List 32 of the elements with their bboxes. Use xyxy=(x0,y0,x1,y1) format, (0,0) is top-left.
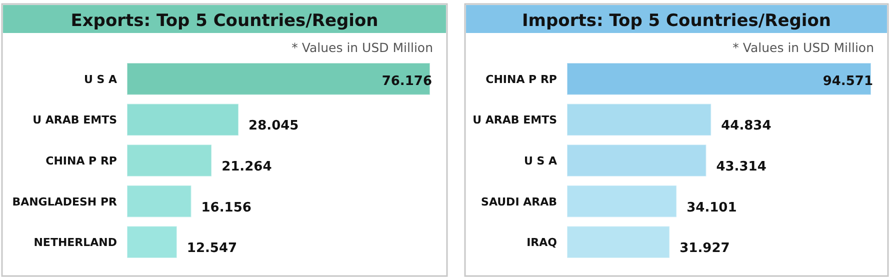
y-tick-label: IRAQ xyxy=(526,236,557,250)
bar xyxy=(566,144,707,177)
y-tick-label: U ARAB EMTS xyxy=(472,114,558,127)
bar xyxy=(566,62,872,96)
bar xyxy=(126,62,430,96)
y-tick-label: NETHERLAND xyxy=(34,236,117,250)
data-label: 43.314 xyxy=(716,160,766,174)
chart-subtitle: * Values in USD Million xyxy=(732,40,874,55)
y-tick-label: U ARAB EMTS xyxy=(32,114,118,127)
bar xyxy=(566,103,712,136)
data-label: 44.834 xyxy=(721,118,772,134)
bar xyxy=(126,226,178,258)
chart-title: Exports: Top 5 Countries/Region xyxy=(70,11,378,31)
y-tick-label: U S A xyxy=(84,72,118,86)
y-tick-label: CHINA P RP xyxy=(486,72,557,86)
data-label: 31.927 xyxy=(680,241,730,256)
data-label: 34.101 xyxy=(686,200,737,216)
bar xyxy=(126,184,192,218)
y-tick-label: U S A xyxy=(524,154,558,168)
bar xyxy=(566,226,670,258)
data-label: 12.547 xyxy=(186,241,238,256)
chart-subtitle: * Values in USD Million xyxy=(292,40,433,55)
y-tick-label: CHINA P RP xyxy=(46,154,117,168)
bar xyxy=(126,103,240,136)
data-label: 16.156 xyxy=(201,200,252,216)
y-tick-label: SAUDI ARAB xyxy=(481,195,557,208)
bar xyxy=(566,184,678,218)
data-label: 21.264 xyxy=(222,160,272,174)
y-tick-label: BANGLADESH PR xyxy=(12,195,118,208)
bar xyxy=(126,144,212,177)
data-label: 28.045 xyxy=(248,118,299,134)
chart-title: Imports: Top 5 Countries/Region xyxy=(522,11,832,31)
